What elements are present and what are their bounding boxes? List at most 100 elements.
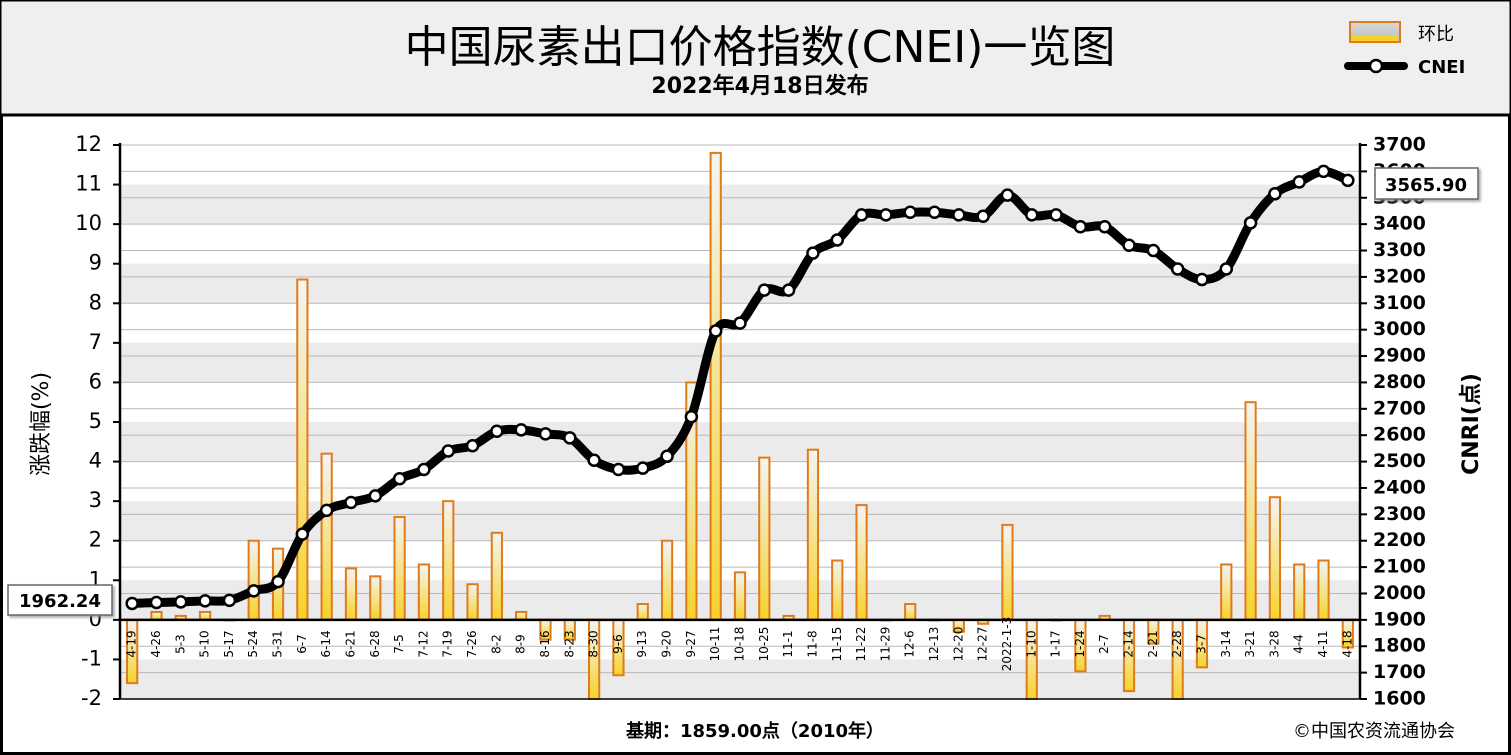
- cnei-point-12-27: [976, 209, 990, 223]
- x-tick-label: 9-20: [660, 630, 674, 657]
- x-tick-label: 2-14: [1122, 630, 1136, 657]
- x-tick-label: 1-17: [1049, 630, 1063, 657]
- bar-7-26: [466, 583, 479, 621]
- right-tick-label: 2600: [1373, 424, 1426, 446]
- cnei-point-11-22: [854, 208, 869, 222]
- cnei-point-2-21: [1146, 243, 1161, 258]
- left-tick-label: 4: [89, 449, 102, 473]
- cnei-point-12-6: [903, 205, 917, 220]
- bar-12-6: [904, 603, 917, 621]
- cnei-point-4-4: [1292, 175, 1306, 189]
- x-tick-labels: 4-19 4-26 5-3 5-10 5-17 5-24 5-31 6-7 6-14 6-21 6-…: [125, 617, 1355, 671]
- cnei-point-3-21: [1243, 216, 1258, 230]
- right-tick-label: 2200: [1373, 529, 1426, 551]
- x-tick-label: 8-2: [489, 634, 503, 654]
- x-tick-label: 12-13: [927, 627, 941, 662]
- cnei-point-4-18: [1341, 173, 1355, 188]
- plot-band: [120, 263, 1360, 304]
- left-tick-label: 6: [89, 369, 102, 393]
- x-tick-label: 5-24: [246, 630, 260, 657]
- cnei-point-5-10: [198, 594, 212, 608]
- chart-title: 中国尿素出口价格指数(CNEI)一览图: [405, 22, 1116, 73]
- cnei-line-series: [125, 164, 1355, 611]
- x-tick-label: 12-20: [951, 627, 965, 662]
- legend: 环比 CNEI: [1344, 21, 1465, 78]
- cnei-point-2022-1-3: [1000, 188, 1015, 202]
- right-tick-label: 2300: [1373, 503, 1426, 525]
- right-tick-label: 3200: [1373, 265, 1426, 287]
- right-tick-label: 2500: [1373, 450, 1426, 472]
- cnei-point-3-14: [1219, 262, 1234, 276]
- x-tick-label: 6-21: [343, 630, 357, 657]
- start-value-box: [7, 584, 113, 616]
- bar-7-5: [393, 515, 406, 621]
- x-tick-label: 11-29: [878, 627, 892, 662]
- cnei-point-2-28: [1170, 262, 1185, 276]
- right-tick-label: 1900: [1373, 608, 1426, 630]
- bar-9-20: [660, 539, 674, 621]
- cnei-point-9-27: [684, 409, 699, 424]
- cnei-point-11-29: [879, 208, 893, 222]
- cnei-point-5-24: [246, 584, 261, 598]
- left-tick-label: 11: [75, 172, 102, 196]
- cnei-point-5-3: [174, 595, 188, 609]
- left-tick-label: 12: [75, 132, 102, 156]
- right-axis-title: CNRI(点): [1458, 373, 1484, 475]
- cnei-point-7-5: [392, 471, 407, 486]
- left-tick-label: 3: [89, 488, 102, 512]
- cnei-point-11-15: [830, 233, 845, 247]
- cnei-point-4-26: [149, 595, 164, 610]
- x-tick-label: 8-30: [587, 630, 601, 657]
- right-tick-label: 1600: [1373, 688, 1426, 710]
- x-tick-label: 8-9: [514, 634, 528, 654]
- cnei-point-10-11: [708, 324, 723, 338]
- legend-bar-label: 环比: [1418, 24, 1454, 45]
- x-tick-label: 11-15: [830, 627, 844, 662]
- bar-3-21: [1244, 401, 1257, 621]
- x-tick-label: 9-6: [611, 634, 625, 654]
- legend-line-label: CNEI: [1418, 57, 1465, 78]
- cnei-point-10-25: [757, 283, 772, 297]
- cnei-point-7-26: [465, 438, 480, 453]
- left-tick-label: 9: [89, 251, 102, 275]
- cnei-point-1-10: [1025, 208, 1039, 222]
- cnei-point-6-14: [319, 503, 334, 518]
- cnei-point-12-13: [927, 205, 942, 220]
- plot-band: [120, 342, 1360, 383]
- right-tick-label: 2900: [1373, 345, 1426, 367]
- right-tick-label: 3100: [1373, 292, 1426, 314]
- cnei-point-7-12: [417, 462, 431, 477]
- x-tick-label: 3-21: [1243, 630, 1257, 657]
- x-tick-label: 3-14: [1219, 630, 1233, 657]
- right-tick-label: 3300: [1373, 239, 1426, 261]
- cnei-point-1-24: [1073, 220, 1088, 234]
- right-tick-label: 2400: [1373, 476, 1426, 498]
- x-tick-label: 2-28: [1170, 630, 1184, 657]
- left-tick-label: -1: [81, 646, 102, 670]
- base-period-note: 基期：1859.00点（2010年）: [625, 720, 884, 742]
- cnei-point-3-28: [1268, 187, 1282, 201]
- bar-10-18: [733, 571, 747, 621]
- right-tick-label: 3000: [1373, 318, 1426, 340]
- chart-subtitle: 2022年4月18日发布: [651, 73, 868, 99]
- right-tick-label: 1700: [1373, 661, 1426, 683]
- right-tick-label: 3700: [1373, 134, 1426, 156]
- left-tick-label: 2: [89, 528, 102, 552]
- plot-band: [120, 659, 1360, 699]
- bar-11-8: [806, 448, 820, 621]
- bar-5-24: [247, 539, 260, 621]
- left-tick-label: 5: [89, 409, 102, 433]
- x-tick-label: 1-24: [1073, 630, 1087, 657]
- cnei-point-9-13: [635, 461, 650, 475]
- right-tick-label: 2100: [1373, 556, 1426, 578]
- cnei-point-1-17: [1049, 208, 1063, 222]
- cnei-point-5-17: [222, 593, 237, 608]
- bar-7-12: [417, 563, 431, 621]
- bar-8-2: [490, 531, 503, 621]
- x-tick-label: 3-28: [1267, 630, 1281, 657]
- x-tick-label: 8-23: [562, 630, 576, 657]
- end-value-callout: 3565.90: [1374, 167, 1479, 200]
- x-tick-label: 6-7: [295, 634, 309, 654]
